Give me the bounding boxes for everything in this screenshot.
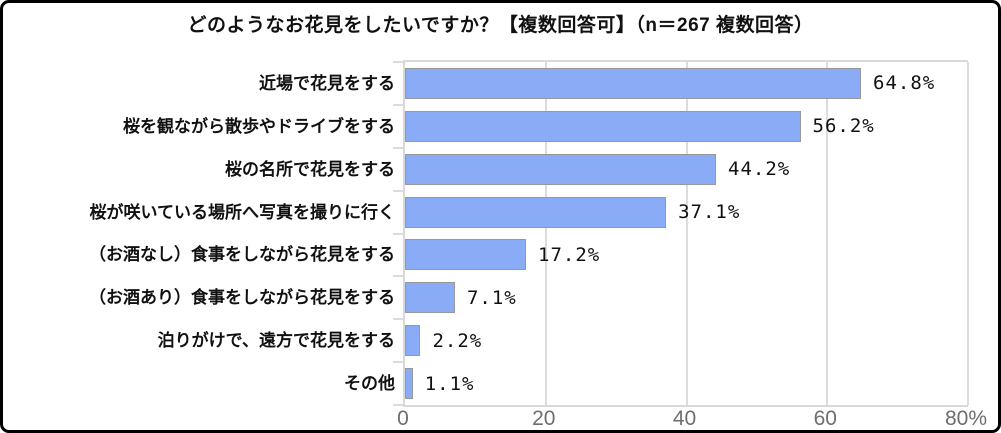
bar [405,196,667,228]
category-axis-tick [393,318,403,321]
bar-row: 37.1% [405,191,968,234]
category-label: 桜を観ながら散歩やドライブをする [123,116,395,136]
category-label: その他 [344,374,395,394]
x-tick-label: 80% [944,407,988,430]
category-labels: 近場で花見をする桜を観ながら散歩やドライブをする桜の名所で花見をする桜が咲いてい… [11,60,395,403]
gridline-20 [544,62,547,405]
value-label: 7.1% [466,286,517,309]
category-axis-tick [393,103,403,106]
plot-area: 64.8% 56.2% 44.2% 37.1% 17.2% 7.1% 2.2% 1.1% [393,60,969,407]
value-label: 37.1% [678,201,741,224]
bars-container: 64.8% 56.2% 44.2% 37.1% 17.2% 7.1% 2.2% 1.1% [405,62,968,405]
value-label: 56.2% [812,115,875,138]
bar-row: 56.2% [405,105,968,148]
category-label: 近場で花見をする [259,73,395,93]
value-label: 44.2% [728,158,791,181]
category-axis-tick [393,275,403,278]
gridline-60 [826,62,829,405]
category-label: 桜の名所で花見をする [225,159,395,179]
category-axis-tick [393,146,403,149]
bar [405,239,527,271]
category-axis-tick [393,61,403,63]
bar [405,153,717,185]
value-label: 1.1% [424,372,475,395]
x-tick-label: 60 [813,407,837,430]
value-label: 2.2% [432,329,483,352]
bar [405,67,862,99]
bar [405,368,413,400]
bar [405,282,455,314]
value-label: 64.8% [873,72,936,95]
bar-row: 1.1% [405,362,968,405]
chart-title: どのようなお花見をしたいですか？【複数回答可】（n＝267 複数回答） [187,15,814,36]
bar [405,110,801,142]
x-tick-label: 40 [672,407,697,430]
category-label: 泊りがけで、遠方で花見をする [157,331,395,351]
category-axis-tick [393,404,403,406]
bar-row: 2.2% [405,319,968,362]
x-tick-label: 20 [532,407,556,430]
category-label: （お酒なし）食事をしながら花見をする [89,245,395,265]
category-axis-tick [393,361,403,364]
category-axis-tick [393,232,403,235]
bar-row: 7.1% [405,276,968,319]
gridline-40 [685,62,688,405]
bar-row: 17.2% [405,234,968,277]
category-label: （お酒あり）食事をしながら花見をする [89,288,395,308]
value-label: 17.2% [538,243,601,266]
bar-row: 44.2% [405,148,968,191]
bar [405,325,421,357]
gridline-80 [967,62,969,405]
bar-row: 64.8% [405,62,968,105]
category-axis-tick [393,189,403,192]
x-axis-tick-labels: 0 20 40 60 80% [397,407,987,430]
x-tick-label: 0 [397,407,409,430]
category-label: 桜が咲いている場所へ写真を撮りに行く [89,202,396,222]
